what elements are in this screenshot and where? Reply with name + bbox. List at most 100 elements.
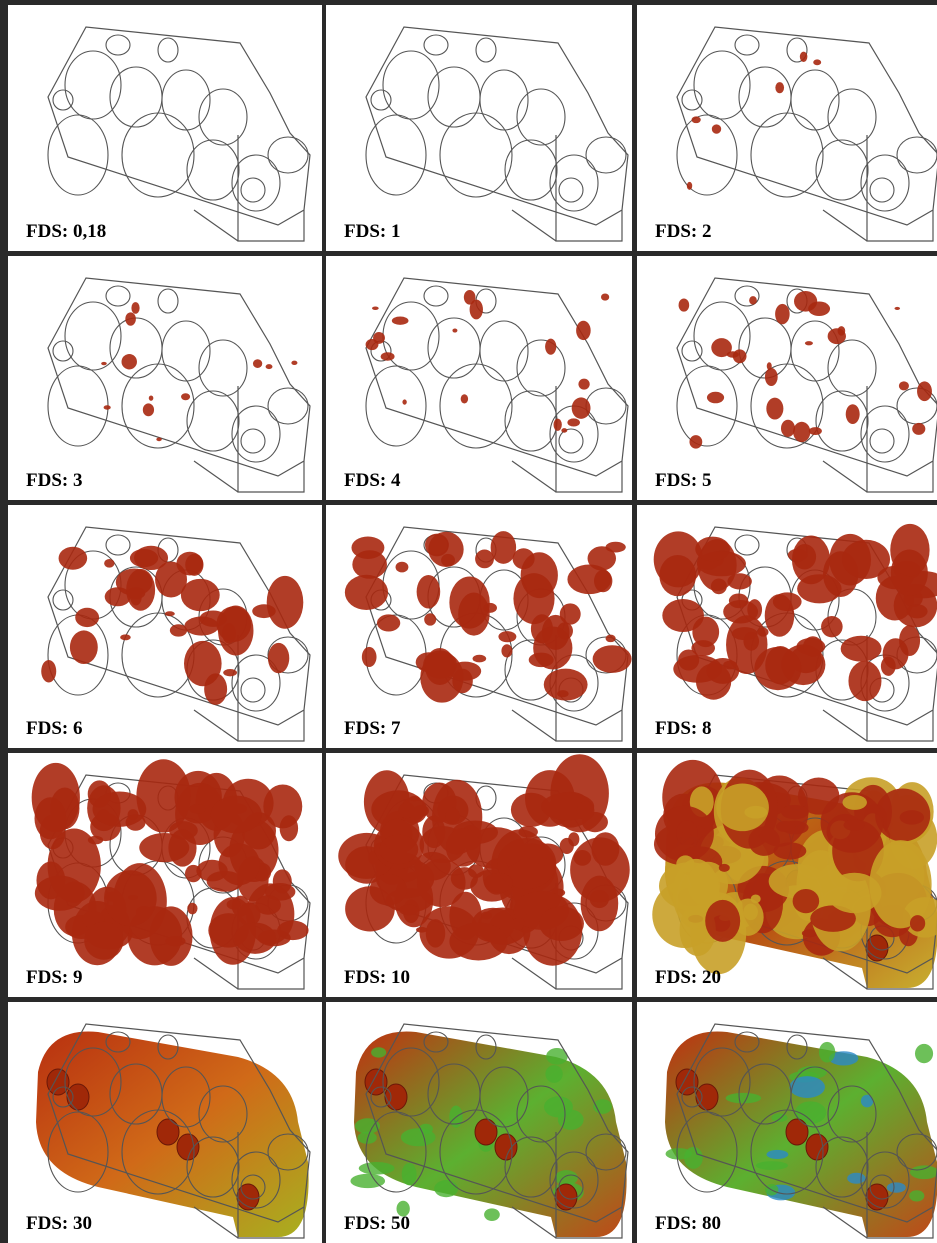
iso-blob [743,632,759,651]
wire-circle [677,115,737,195]
wire-circle [268,388,308,424]
iso-blob [452,329,457,333]
iso-blob [813,59,821,65]
wire-circle [162,70,210,130]
iso-blob [899,381,909,390]
wire-circle [505,391,557,451]
wire-circle [550,155,598,211]
iso-blob [501,644,512,657]
model-render [637,256,937,500]
hole [475,1119,497,1145]
iso-blob [267,576,304,629]
model-render [326,753,632,997]
iso-blob [841,636,882,662]
wire-circle [559,178,583,202]
iso-blob [767,362,772,370]
iso-blob [70,630,98,664]
iso-blob [545,339,556,355]
wire-circle [53,90,73,110]
iso-blob [809,427,822,435]
stress-spot [371,1047,386,1057]
wire-circle [428,318,480,378]
iso-blob [659,555,696,596]
iso-blob [218,843,259,885]
iso-blob [130,549,158,567]
iso-blob [912,423,925,435]
iso-blob [800,52,808,62]
wire-circle [106,535,130,555]
stress-spot [766,1150,788,1159]
wire-circle [110,318,162,378]
panel-label: FDS: 8 [655,718,711,740]
iso-blob [727,351,739,357]
hole [385,1084,407,1110]
iso-blob [473,655,487,663]
model-render [326,256,632,500]
wire-circle [232,406,280,462]
iso-blob [568,832,579,846]
iso-blob [372,307,379,310]
iso-blob [165,611,175,616]
panel-label: FDS: 10 [344,967,410,989]
wire-circle [424,35,448,55]
iso-blob [719,864,730,872]
iso-blob [352,550,387,579]
iso-blob [577,801,594,820]
panel: FDS: 3 [8,256,322,500]
iso-blob [775,304,790,324]
stress-spot [789,1076,825,1098]
model-render [326,1002,632,1243]
wire-circle [110,67,162,127]
iso-blob [392,317,409,325]
iso-blob [417,575,441,609]
wire-circle [861,155,909,211]
stress-spot [726,1093,762,1104]
iso-blob [821,616,843,637]
wire-circle [586,137,626,173]
iso-blob [793,422,810,442]
stress-spot [402,1163,417,1186]
wire-circle [870,429,894,453]
wire-circle [366,366,426,446]
hole [786,1119,808,1145]
wire-circle [48,366,108,446]
wire-circle [241,429,265,453]
wire-circle [428,67,480,127]
hole [157,1119,179,1145]
iso-blob [498,631,516,642]
iso-blob [567,565,611,595]
iso-blob [513,548,535,569]
iso-blob [379,835,418,865]
panel: FDS: 9 [8,753,322,997]
iso-blob [491,531,517,564]
panel-label: FDS: 2 [655,221,711,243]
iso-blob [678,650,699,671]
iso-blob [917,381,932,401]
iso-blob [707,392,724,403]
outline [677,27,937,241]
panel: FDS: 0,18 [8,5,322,251]
wire-circle [735,535,759,555]
iso-blob [104,559,114,568]
wire-circle [476,38,496,62]
model-render [637,505,937,748]
hole [177,1134,199,1160]
iso-blob [170,624,187,636]
iso-blob [605,542,625,553]
iso-blob [223,669,237,676]
model-render [8,5,322,251]
iso-blob [181,393,190,400]
wire-circle [861,406,909,462]
model-render [637,1002,937,1243]
panel: FDS: 1 [326,5,632,251]
iso-blob [345,575,388,610]
iso-blob [894,307,900,310]
iso-blob [676,855,694,872]
iso-blob [706,658,739,684]
iso-blob [381,352,395,361]
iso-blob [280,815,298,841]
wire-circle [480,70,528,130]
iso-blob [75,608,99,627]
iso-blob [291,361,297,365]
wire-circle [586,388,626,424]
